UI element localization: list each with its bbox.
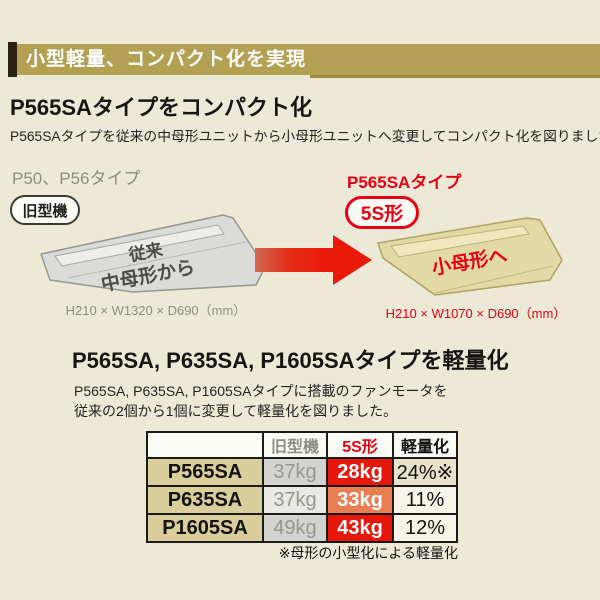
weight-comparison-table: 旧型機 5S形 軽量化 P565SA 37kg 28kg 24%※ P635SA… — [146, 431, 458, 543]
old-model-badge-label: 旧型機 — [22, 202, 68, 220]
banner-accent-bar — [8, 42, 17, 77]
weight-description-line1: P565SA, P635SA, P1605SAタイプに搭載のファンモータを — [74, 383, 448, 399]
model-cell: P1605SA — [146, 513, 264, 543]
table-row: P635SA 37kg 33kg 11% — [146, 485, 458, 515]
compact-description: P565SAタイプを従来の中母形ユニットから小母形ユニットへ変更してコンパクト化… — [10, 129, 600, 144]
old-unit-dimensions: H210 × W1320 × D690（mm） — [65, 303, 247, 318]
old-weight-cell: 37kg — [262, 485, 328, 515]
table-footnote: ※母形の小型化による軽量化 — [278, 545, 458, 561]
weight-description-line2: 従来の2個から1個に変更して軽量化を図りました。 — [74, 403, 398, 419]
old-weight-cell: 49kg — [262, 513, 328, 543]
table-row: P1605SA 49kg 43kg 12% — [146, 513, 458, 543]
reduction-cell: 11% — [392, 485, 458, 515]
weight-heading: P565SA, P635SA, P1605SAタイプを軽量化 — [72, 348, 509, 373]
table-row: P565SA 37kg 28kg 24%※ — [146, 457, 458, 487]
reduction-cell: 12% — [392, 513, 458, 543]
section-banner: 小型軽量、コンパクト化を実現 — [17, 44, 600, 75]
new-weight-cell: 43kg — [326, 513, 394, 543]
header-blank-cell — [146, 431, 264, 459]
old-unit-illustration: 従来 中母形から — [40, 214, 266, 296]
header-reduction: 軽量化 — [392, 431, 458, 459]
old-weight-cell: 37kg — [262, 457, 328, 487]
new-type-label: P565SAタイプ — [347, 173, 462, 192]
new-unit-illustration: 小母形へ — [377, 217, 563, 296]
header-old-model: 旧型機 — [262, 431, 328, 459]
new-unit-dimensions: H210 × W1070 × D690（mm） — [385, 306, 567, 321]
transition-arrow-icon — [255, 235, 372, 285]
new-weight-cell: 28kg — [326, 457, 394, 487]
weight-description: P565SA, P635SA, P1605SAタイプに搭載のファンモータを 従来… — [74, 381, 447, 421]
old-model-badge: 旧型機 — [10, 195, 80, 225]
header-5s-type: 5S形 — [326, 431, 394, 459]
new-model-badge-label: 5S形 — [360, 204, 404, 225]
reduction-cell: 24%※ — [392, 457, 458, 487]
banner-shadow — [310, 75, 600, 78]
compact-heading: P565SAタイプをコンパクト化 — [10, 95, 312, 120]
banner-title: 小型軽量、コンパクト化を実現 — [26, 49, 307, 70]
model-cell: P635SA — [146, 485, 264, 515]
new-weight-cell: 33kg — [326, 485, 394, 515]
model-cell: P565SA — [146, 457, 264, 487]
old-type-label: P50、P56タイプ — [12, 169, 141, 188]
new-model-badge: 5S形 — [345, 196, 419, 229]
table-header-row: 旧型機 5S形 軽量化 — [146, 431, 458, 459]
